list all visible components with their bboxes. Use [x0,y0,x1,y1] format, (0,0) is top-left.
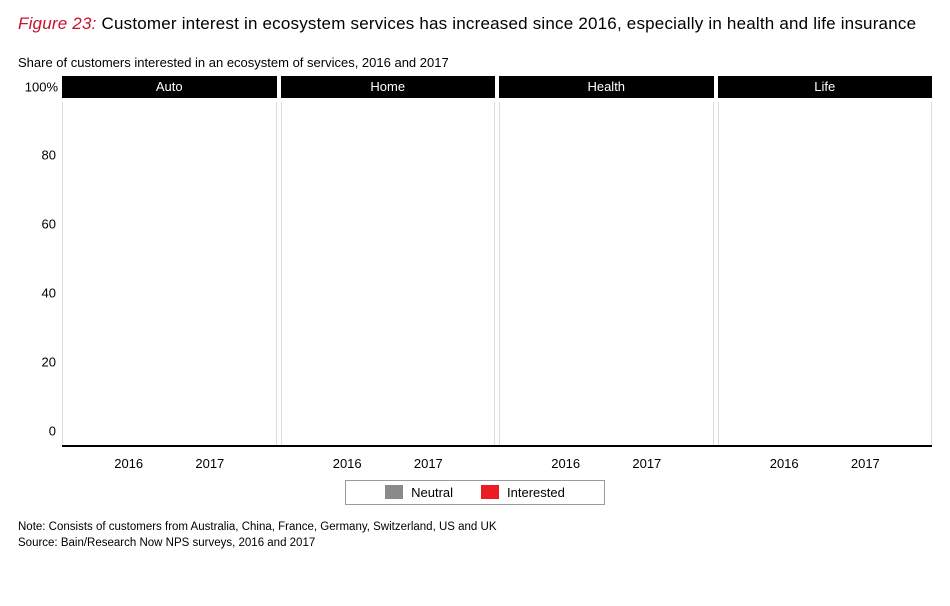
panel-header: Auto [62,76,277,98]
y-tick-label: 60 [42,217,56,232]
x-label-group: 2016 2017 [281,450,496,476]
panel-header: Home [281,76,496,98]
x-tick-label: 2017 [414,450,443,476]
figure-notes: Note: Consists of customers from Austral… [18,519,932,551]
x-tick-label: 2016 [551,450,580,476]
panel-headers: AutoHomeHealthLife [62,76,932,98]
figure-title: Figure 23: Customer interest in ecosyste… [18,12,932,37]
legend-label-neutral: Neutral [411,485,453,500]
swatch-neutral [385,485,403,499]
x-axis-baseline [62,445,932,447]
legend-item-neutral: Neutral [385,485,453,500]
swatch-interested [481,485,499,499]
x-tick-label: 2017 [195,450,224,476]
y-tick-label: 40 [42,286,56,301]
x-tick-label: 2016 [770,450,799,476]
y-tick-label: 0 [49,423,56,438]
x-label-group: 2016 2017 [62,450,277,476]
panel-header: Health [499,76,714,98]
chart-panel [62,102,277,446]
panel-header: Life [718,76,933,98]
bar-group [719,102,932,446]
x-label-group: 2016 2017 [499,450,714,476]
chart-panel [499,102,714,446]
chart: AutoHomeHealthLife 020406080100% 2016201… [18,76,932,476]
legend-item-interested: Interested [481,485,565,500]
y-tick-label: 80 [42,148,56,163]
bar-group [282,102,495,446]
figure-subtitle: Share of customers interested in an ecos… [18,55,932,70]
x-tick-label: 2016 [114,450,143,476]
plot-area [62,102,932,446]
x-label-group: 2016 2017 [718,450,933,476]
figure-label: Figure 23: [18,14,97,33]
legend-label-interested: Interested [507,485,565,500]
x-tick-label: 2017 [632,450,661,476]
y-axis: 020406080100% [18,102,62,446]
legend: Neutral Interested [345,480,605,505]
chart-panel [718,102,933,446]
bar-group [500,102,713,446]
figure-title-text: Customer interest in ecosystem services … [101,14,916,33]
note-text: Note: Consists of customers from Austral… [18,519,932,535]
x-tick-label: 2016 [333,450,362,476]
y-tick-label: 100% [25,79,58,94]
bar-group [63,102,276,446]
chart-panel [281,102,496,446]
x-tick-label: 2017 [851,450,880,476]
source-text: Source: Bain/Research Now NPS surveys, 2… [18,535,932,551]
y-tick-label: 20 [42,354,56,369]
x-axis-labels: 2016 2017 2016 2017 2016 2017 2016 2017 [62,450,932,476]
